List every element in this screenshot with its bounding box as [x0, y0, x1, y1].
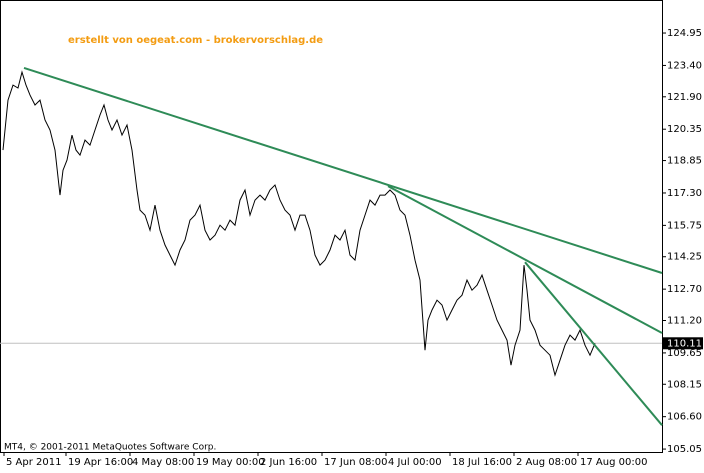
x-tick-label: 19 May 00:00 — [196, 457, 265, 468]
trend-line — [23, 66, 663, 274]
last-price-label: 110.11 — [667, 338, 702, 349]
y-tick-label: 115.75 — [667, 220, 702, 231]
trend-line — [524, 261, 663, 426]
x-tick-label: 2 Aug 08:00 — [516, 457, 577, 468]
y-tick-label: 120.35 — [667, 124, 702, 135]
y-tick-label: 121.90 — [667, 92, 702, 103]
x-tick-label: 17 Jun 08:00 — [324, 457, 388, 468]
y-tick-label: 106.60 — [667, 412, 702, 423]
y-tick-label: 109.65 — [667, 348, 702, 359]
trend-line — [387, 185, 663, 334]
x-tick-label: 5 Apr 2011 — [6, 457, 61, 468]
last-price-box — [663, 337, 703, 350]
x-tick-label: 19 Apr 16:00 — [68, 457, 133, 468]
y-tick-label: 123.40 — [667, 60, 702, 71]
x-tick-label: 17 Aug 00:00 — [580, 457, 647, 468]
x-tick-label: 2 Jun 16:00 — [260, 457, 317, 468]
y-tick-label: 117.30 — [667, 188, 702, 199]
x-tick-label: 4 Jul 00:00 — [388, 457, 442, 468]
price-line — [2, 70, 596, 377]
x-tick-label: 4 May 08:00 — [132, 457, 194, 468]
y-tick-label: 105.05 — [667, 444, 702, 455]
y-tick-label: 108.15 — [667, 379, 702, 390]
copyright: MT4, © 2001-2011 MetaQuotes Software Cor… — [4, 443, 216, 453]
y-tick-label: 118.85 — [667, 156, 702, 167]
y-tick-label: 111.20 — [667, 315, 702, 326]
watermark: erstellt von oegeat.com - brokervorschla… — [68, 35, 323, 46]
y-tick-label: 124.95 — [667, 28, 702, 39]
y-tick-label: 112.70 — [667, 284, 702, 295]
plot-frame — [0, 0, 663, 453]
y-tick-label: 114.25 — [667, 252, 702, 263]
x-tick-label: 18 Jul 16:00 — [452, 457, 512, 468]
